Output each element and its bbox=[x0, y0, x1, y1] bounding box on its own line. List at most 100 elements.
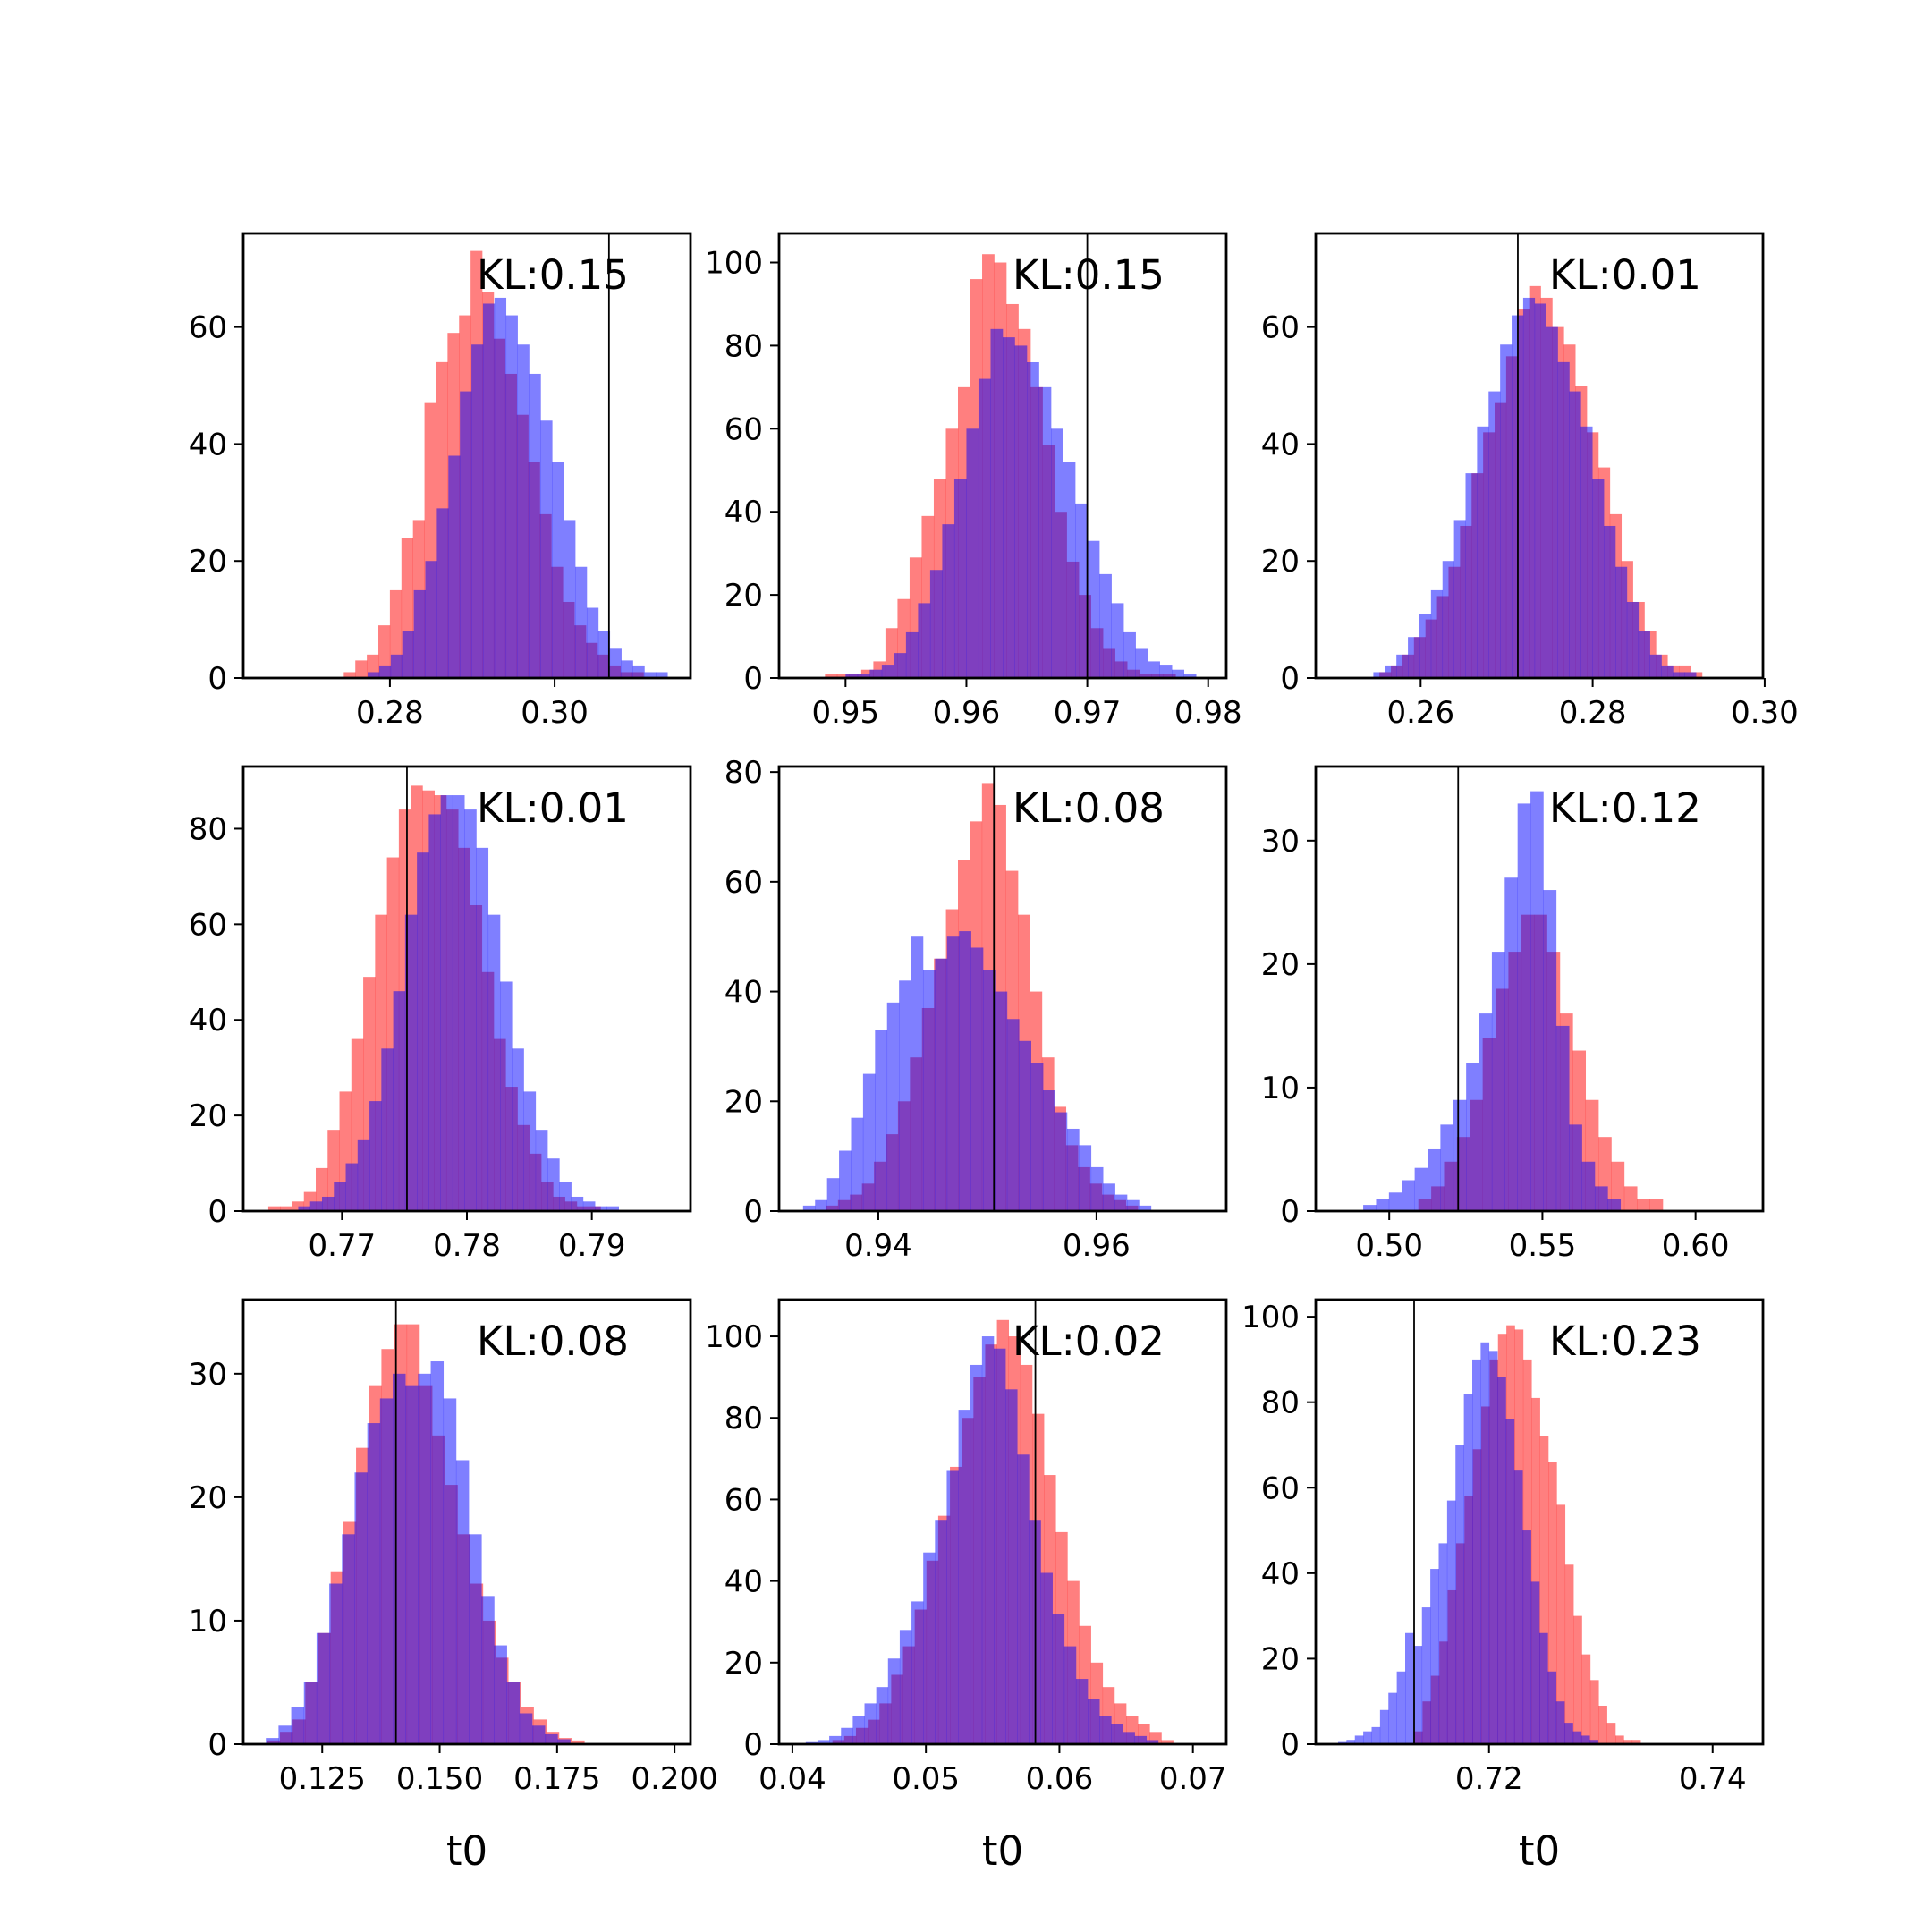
histogram-bar-blue bbox=[476, 847, 489, 1211]
histogram-bar-red bbox=[1637, 1199, 1650, 1211]
y-tick-label: 10 bbox=[1261, 1071, 1300, 1106]
histogram-bar-blue bbox=[342, 1534, 355, 1744]
histogram-bar-blue bbox=[958, 1410, 971, 1744]
histogram-bar-blue bbox=[1673, 672, 1685, 678]
histogram-bar-blue bbox=[1114, 1194, 1128, 1211]
x-tick-label: 0.28 bbox=[356, 695, 424, 731]
histogram-bar-red bbox=[343, 672, 356, 678]
histogram-bar-blue bbox=[1638, 631, 1650, 678]
histogram-bar-blue bbox=[1564, 1723, 1573, 1744]
histogram-bar-blue bbox=[1580, 1735, 1590, 1744]
histogram-bar-blue bbox=[1466, 1063, 1479, 1211]
histogram-bar-blue bbox=[1079, 1145, 1092, 1211]
histogram-bar-blue bbox=[644, 672, 657, 678]
histogram-bar-blue bbox=[586, 607, 599, 678]
histogram-bar-red bbox=[572, 1740, 585, 1744]
histogram-bar-blue bbox=[1684, 672, 1697, 678]
histogram-bar-blue bbox=[1385, 665, 1397, 678]
histogram-bar-blue bbox=[575, 566, 588, 678]
histogram-bar-blue bbox=[309, 1201, 323, 1211]
histogram-bar-blue bbox=[1572, 1731, 1582, 1744]
kl-annotation: KL:0.15 bbox=[477, 251, 629, 299]
histogram-bar-blue bbox=[1123, 1732, 1135, 1744]
histogram-bar-blue bbox=[1442, 561, 1454, 678]
kl-annotation: KL:0.08 bbox=[1013, 784, 1165, 832]
histogram-bar-blue bbox=[1103, 1183, 1115, 1211]
histogram-bar-blue bbox=[1413, 1646, 1423, 1744]
histogram-bar-blue bbox=[905, 631, 919, 678]
histogram-bar-blue bbox=[1030, 1063, 1044, 1211]
histogram-bar-blue bbox=[378, 665, 392, 678]
histogram-bar-blue bbox=[1379, 1709, 1389, 1744]
y-tick-label: 0 bbox=[743, 1194, 763, 1230]
y-tick-label: 40 bbox=[189, 1003, 227, 1038]
histogram-bar-blue bbox=[922, 970, 936, 1211]
histogram-bar-blue bbox=[817, 1740, 830, 1744]
histogram-bar-blue bbox=[1661, 665, 1674, 678]
histogram-bar-blue bbox=[1354, 1735, 1364, 1744]
axes-frame bbox=[1314, 232, 1765, 680]
histogram-bar-red bbox=[1573, 1615, 1582, 1744]
histogram-bar-blue bbox=[881, 665, 894, 678]
axes-frame bbox=[777, 232, 1228, 680]
histogram-bar-blue bbox=[1581, 1161, 1596, 1211]
kl-annotation: KL:0.08 bbox=[477, 1318, 629, 1365]
histogram-bar-blue bbox=[1580, 426, 1593, 678]
histogram-bar-blue bbox=[946, 936, 960, 1211]
histogram-bar-blue bbox=[609, 648, 622, 678]
histogram-bar-blue bbox=[535, 1130, 548, 1211]
histogram-bar-blue bbox=[582, 1201, 596, 1211]
histogram-bar-red bbox=[355, 660, 368, 678]
histogram-bar-red bbox=[1581, 1654, 1591, 1744]
histogram-bar-red bbox=[1623, 1186, 1638, 1211]
histogram-bar-blue bbox=[1504, 877, 1518, 1211]
histogram-bar-blue bbox=[1539, 1632, 1548, 1744]
kl-annotation: KL:0.02 bbox=[1013, 1318, 1165, 1365]
histogram-bar-blue bbox=[656, 672, 668, 678]
histogram-bar-blue bbox=[1075, 1679, 1089, 1744]
histogram-bar-blue bbox=[851, 1117, 864, 1211]
y-tick-label: 10 bbox=[189, 1604, 227, 1640]
y-tick-label: 20 bbox=[724, 1646, 763, 1682]
histogram-bar-blue bbox=[1589, 1740, 1598, 1744]
histogram-bar-blue bbox=[494, 297, 507, 678]
histogram-bar-blue bbox=[869, 669, 883, 678]
histogram-bar-blue bbox=[404, 914, 418, 1211]
histogram-bar-blue bbox=[1405, 1632, 1414, 1744]
x-tick-label: 0.97 bbox=[1054, 695, 1122, 731]
histogram-bar-blue bbox=[494, 1645, 507, 1744]
histogram-bar-blue bbox=[471, 344, 484, 678]
histogram-bar-blue bbox=[1159, 665, 1173, 678]
histogram-bar-blue bbox=[455, 1460, 470, 1744]
histogram-bar-blue bbox=[946, 1470, 959, 1744]
histogram-bar-blue bbox=[1546, 326, 1558, 678]
histogram-bar-blue bbox=[1557, 361, 1570, 678]
histogram-bar-blue bbox=[506, 1682, 521, 1744]
histogram-bar-blue bbox=[1402, 1180, 1415, 1211]
histogram-bar-red bbox=[1556, 1504, 1566, 1744]
y-tick-label: 40 bbox=[1261, 1556, 1300, 1592]
histogram-bar-blue bbox=[597, 631, 611, 678]
histogram-bar-blue bbox=[1488, 1351, 1498, 1744]
histogram-bar-blue bbox=[1040, 1572, 1053, 1744]
histogram-bar-blue bbox=[1477, 426, 1489, 678]
histogram-bar-blue bbox=[1052, 1614, 1065, 1744]
histogram-bar-red bbox=[836, 674, 850, 678]
histogram-bar-blue bbox=[1371, 1726, 1381, 1744]
histogram-panel-3-3: 0.72 0.74 0 20 40 60 80 100 KL:0.23 t0 bbox=[1241, 1298, 1765, 1875]
histogram-bar-blue bbox=[1626, 601, 1640, 678]
histogram-bar-blue bbox=[1111, 603, 1124, 678]
histogram-panel-2-3: 0.50 0.55 0.60 0 10 20 30 KL:0.12 bbox=[1261, 765, 1765, 1264]
histogram-bar-blue bbox=[430, 1361, 445, 1744]
histogram-bar-blue bbox=[1421, 1607, 1431, 1744]
histogram-bar-red bbox=[378, 625, 391, 678]
y-tick-label: 20 bbox=[1261, 1641, 1300, 1677]
histogram-bar-blue bbox=[1066, 1128, 1080, 1211]
x-tick-label: 0.72 bbox=[1455, 1761, 1523, 1797]
histogram-bar-blue bbox=[990, 328, 1004, 678]
histogram-bar-red bbox=[1589, 1680, 1599, 1744]
x-tick-label: 0.05 bbox=[892, 1761, 960, 1797]
histogram-bar-blue bbox=[1134, 1735, 1148, 1744]
axes-frame bbox=[242, 1298, 692, 1746]
x-tick-label: 0.94 bbox=[844, 1228, 912, 1264]
